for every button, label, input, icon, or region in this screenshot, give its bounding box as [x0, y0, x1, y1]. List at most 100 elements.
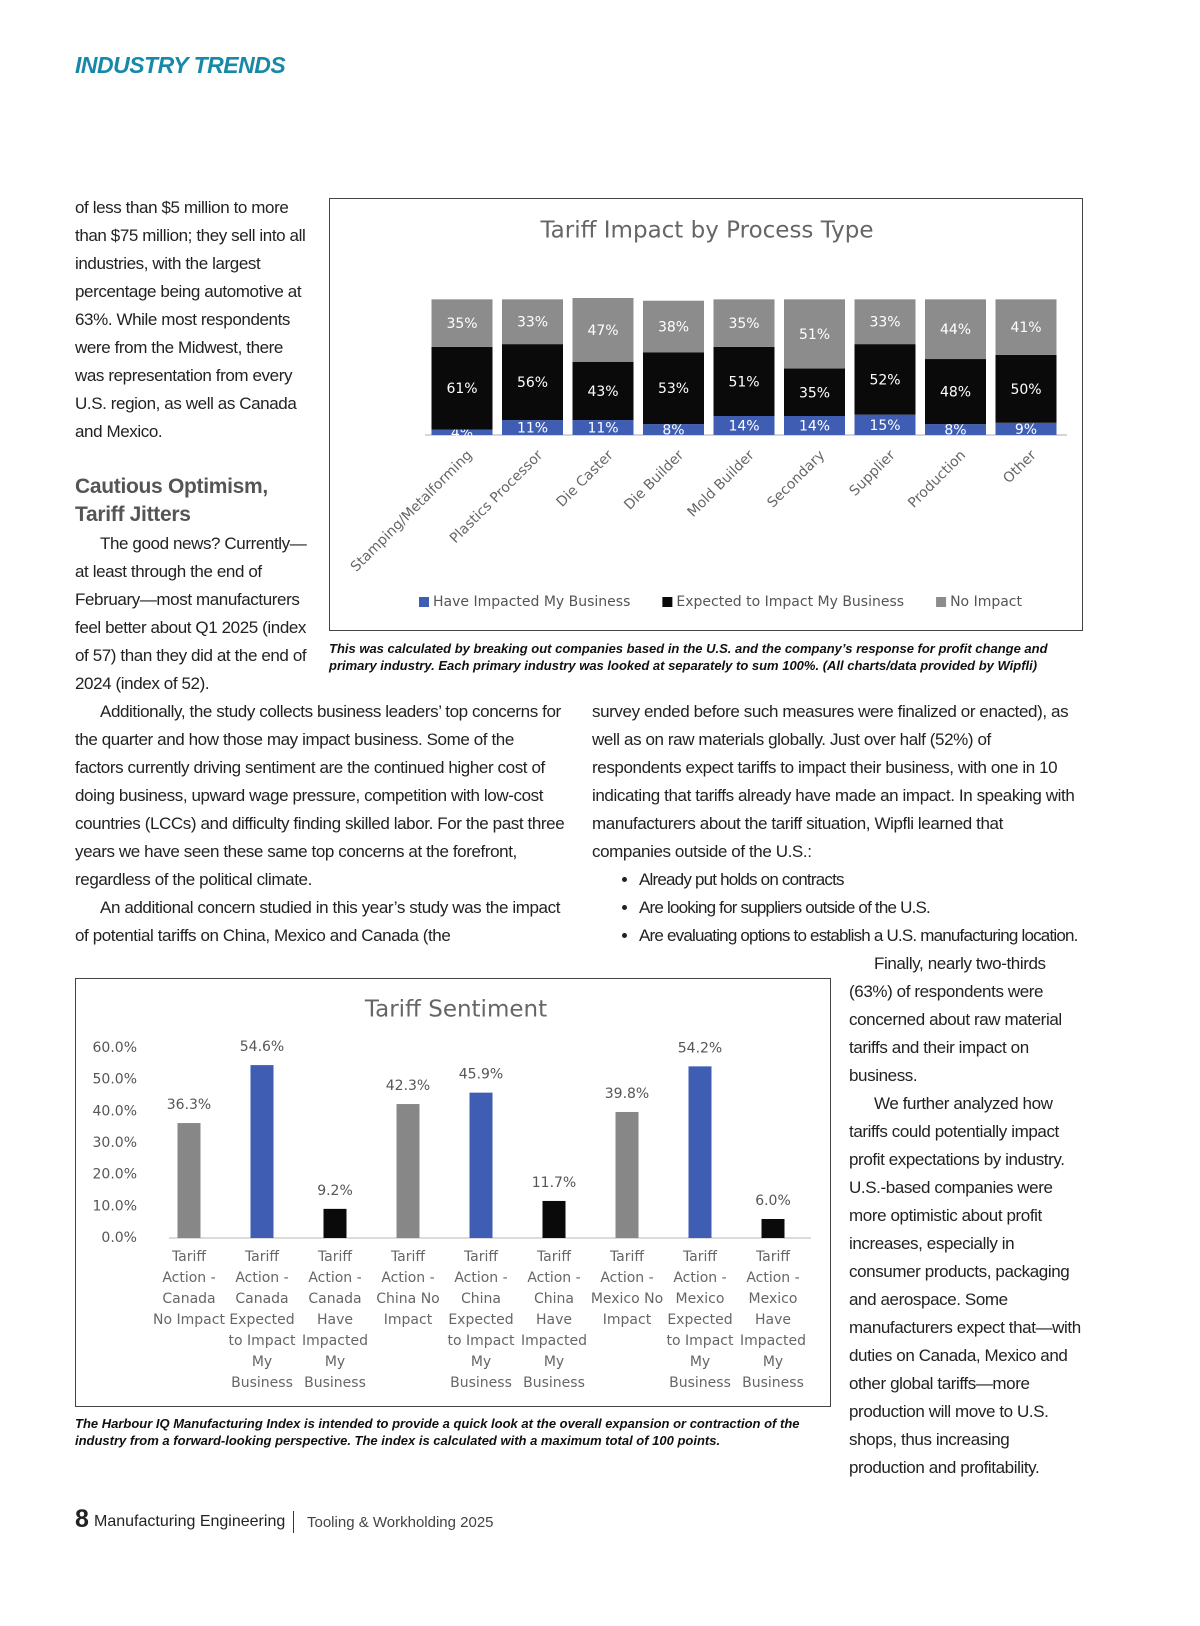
issue: Tooling & Workholding 2025: [307, 1514, 494, 1531]
caption: The Harbour IQ Manufacturing Index is in…: [75, 1416, 800, 1448]
bar-segment: [854, 299, 916, 345]
data-label: 15%: [869, 418, 900, 434]
data-label: 50%: [1010, 382, 1041, 398]
bar-segment: [502, 344, 563, 421]
divider: [293, 1511, 294, 1533]
y-tick-label: 10.0%: [93, 1198, 137, 1214]
data-label: 41%: [1010, 320, 1041, 336]
chart-title: Tariff Impact by Process Type: [539, 218, 873, 244]
x-tick-label: Tariff Action - China Have Impacted My B…: [521, 1249, 587, 1391]
x-tick-label: Supplier: [847, 447, 899, 499]
data-label: 47%: [587, 323, 618, 339]
data-label: 9.2%: [317, 1183, 353, 1199]
x-tick-label: Other: [1000, 447, 1040, 487]
bar-segment: [713, 299, 775, 347]
chart-frame: Tariff Impact by Process Type 4% 61% 35% St…: [329, 198, 1083, 631]
bar: [615, 1111, 639, 1238]
x-tick-label: Tariff Action - Mexico Have Impacted My …: [740, 1249, 806, 1391]
data-label: 35%: [799, 385, 830, 401]
column: Additionally, the study collects busines…: [75, 698, 565, 950]
bar-segment: [784, 299, 845, 369]
x-tick-label: Production: [905, 447, 969, 511]
y-tick-label: 60.0%: [93, 1040, 137, 1056]
bar-segment: [502, 420, 563, 435]
data-label: 33%: [869, 315, 900, 331]
paragraph: The good news? Currently—at least throug…: [75, 534, 307, 693]
y-tick-label: 40.0%: [93, 1103, 137, 1119]
x-tick-label: Tariff Action - Mexico Expected to Impac…: [666, 1249, 734, 1391]
y-tick-label: 50.0%: [93, 1072, 137, 1088]
data-label: 56%: [517, 375, 548, 391]
data-label: 35%: [728, 316, 759, 332]
data-label: 52%: [869, 372, 900, 388]
bar-segment: [572, 420, 634, 435]
legend-label: No Impact: [950, 594, 1022, 610]
section-header: INDUSTRY TRENDS: [75, 52, 286, 78]
y-tick-label: 0.0%: [101, 1230, 137, 1246]
paragraph: Additionally, the study collects busines…: [75, 702, 565, 889]
data-label: 8%: [944, 423, 966, 439]
data-label: 9%: [1015, 422, 1037, 438]
bar-segment: [431, 429, 493, 435]
bar-segment: [502, 299, 563, 345]
bullet: Are looking for suppliers outside of the…: [639, 894, 1084, 922]
bullet: Are evaluating options to establish a U.…: [639, 922, 1084, 950]
data-label: 11%: [517, 421, 548, 437]
bullet-list: Already put holds on contracts Are looki…: [592, 866, 1084, 950]
data-label: 51%: [728, 374, 759, 390]
bar: [323, 1208, 347, 1238]
paragraph: An additional concern studied in this ye…: [75, 898, 561, 945]
x-tick-label: Tariff Action - Canada Expected to Impac…: [228, 1249, 296, 1391]
legend-label: Have Impacted My Business: [433, 594, 630, 610]
column: survey ended before such measures were f…: [592, 698, 1084, 950]
y-tick-label: 30.0%: [93, 1135, 137, 1151]
bar-segment: [995, 422, 1057, 435]
chart: Tariff Impact by Process Type 4%61%35%St…: [348, 218, 1067, 610]
legend-marker: [419, 597, 429, 607]
bar: [688, 1066, 712, 1238]
bar-segment: [925, 359, 986, 425]
chart: Tariff Sentiment 0.0% 10.0% 20.0% 30.0% 40.0…: [93, 997, 811, 1246]
data-label: 61%: [446, 381, 477, 397]
data-label: 6.0%: [755, 1193, 791, 1209]
page-number: 8: [75, 1505, 89, 1533]
x-tick-label: Tariff Action - Mexico No Impact: [590, 1249, 664, 1328]
data-label: 53%: [658, 381, 689, 397]
bar: [761, 1219, 785, 1238]
chart-title: Tariff Sentiment: [364, 997, 547, 1023]
data-label: 11.7%: [532, 1175, 576, 1191]
x-tick-label: Tariff Action - Canada No Impact: [153, 1249, 225, 1328]
bar: [396, 1104, 420, 1238]
x-tick-label: Mold Builder: [685, 447, 758, 520]
data-label: 42.3%: [386, 1078, 430, 1094]
bar: [469, 1092, 493, 1238]
x-tick-label: Stamping/Metalforming: [348, 447, 476, 575]
x-tick-label: Die Builder: [621, 447, 687, 513]
data-label: 39.8%: [605, 1086, 649, 1102]
bar-segment: [854, 344, 916, 415]
bar-segment: [925, 299, 986, 360]
paragraph: survey ended before such measures were f…: [592, 702, 1075, 861]
legend-label: Expected to Impact My Business: [676, 594, 904, 610]
bar-segment: [431, 299, 493, 347]
bar-segment: [643, 300, 704, 353]
bar: [542, 1200, 566, 1238]
paragraph: We further analyzed how tariffs could po…: [849, 1094, 1081, 1477]
x-tick-label: Tariff Action - China Expected to Impact…: [447, 1249, 515, 1391]
x-tick-label: Tariff Action - China No Impact: [376, 1249, 440, 1328]
data-label: 44%: [940, 322, 971, 338]
x-tick-label: Tariff Action - Canada Have Impacted My …: [302, 1249, 368, 1391]
data-label: 8%: [662, 423, 684, 439]
data-label: 14%: [799, 419, 830, 435]
paragraph: of less than $5 million to more than $75…: [75, 198, 306, 441]
legend-marker: [662, 597, 673, 607]
bar-segment: [643, 424, 704, 435]
legend-marker: [936, 597, 947, 607]
bar-segment: [572, 361, 634, 421]
bar-segment: [572, 298, 634, 362]
bar-segment: [784, 368, 845, 417]
bar: [177, 1123, 201, 1238]
data-label: 14%: [728, 419, 759, 435]
bar-segment: [643, 352, 704, 425]
